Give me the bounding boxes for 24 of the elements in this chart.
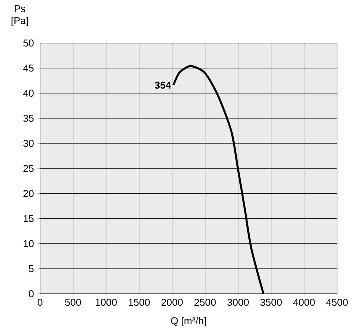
x-tick-label: 0: [38, 299, 43, 306]
y-tick-label: 10: [24, 240, 34, 248]
y-tick-label: 45: [23, 64, 34, 72]
y-tick-label: 20: [24, 190, 34, 198]
x-tick-label: 3500: [260, 299, 282, 306]
x-tick-label: 2000: [162, 299, 183, 306]
y-axis-title: Ps [Pa]: [12, 6, 28, 26]
y-tick-label: 15: [24, 215, 34, 222]
y-tick-label: 50: [24, 40, 34, 47]
y-tick-label: 35: [24, 114, 34, 122]
y-tick-label: 0: [29, 290, 34, 298]
x-tick-label: 4000: [293, 299, 315, 306]
x-tick-label: 1000: [96, 299, 117, 306]
x-tick-label: 3000: [228, 299, 249, 306]
y-tick-label: 25: [24, 165, 34, 172]
x-tick-label: 4500: [326, 299, 348, 306]
x-axis-title: Q [m³/h]: [171, 317, 206, 326]
y-tick-label: 5: [29, 265, 34, 272]
x-tick-label: 2500: [194, 299, 216, 306]
y-tick-label: 40: [23, 90, 34, 97]
x-tick-label: 500: [65, 299, 82, 306]
y-tick-label: 30: [24, 140, 34, 148]
annotation: 354: [155, 82, 172, 89]
x-tick-label: 1500: [128, 299, 150, 306]
